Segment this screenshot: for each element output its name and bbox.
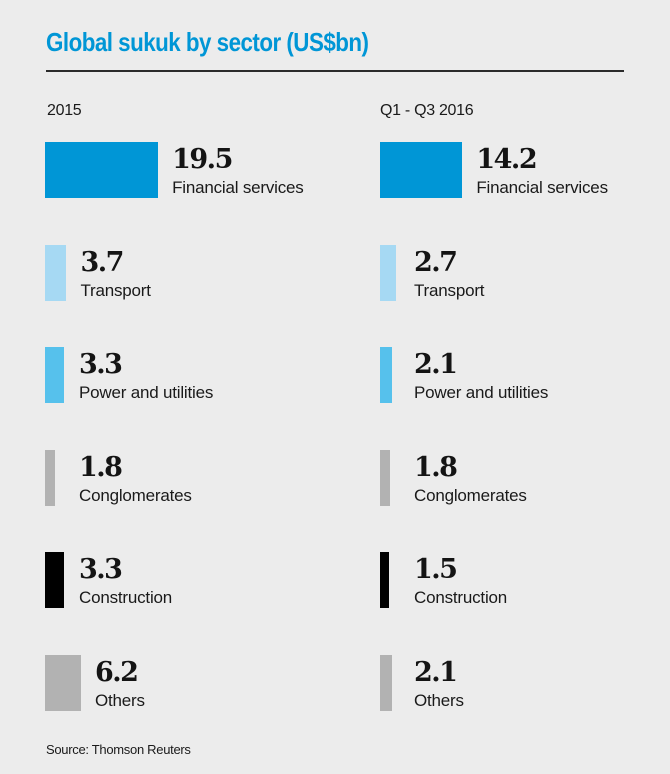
bar-power-and-utilities	[45, 347, 65, 404]
bar-others	[380, 655, 393, 711]
value-label: 3.7	[80, 246, 124, 278]
value-label: 2.7	[414, 246, 458, 278]
bar-construction	[380, 552, 389, 609]
category-label: Construction	[79, 588, 173, 608]
bar-financial-services	[380, 142, 463, 198]
source-note: Source: Thomson Reuters	[46, 742, 191, 757]
category-label: Conglomerates	[414, 485, 527, 505]
bar-transport	[380, 244, 396, 301]
bar-conglomerates	[45, 449, 56, 506]
period-label-2015: 2015	[47, 102, 82, 119]
value-label: 6.2	[94, 657, 139, 688]
category-label: Financial services	[476, 178, 608, 197]
value-label: 19.5	[172, 144, 233, 175]
bar-transport	[45, 244, 67, 301]
value-label: 3.3	[79, 349, 123, 381]
bar-others	[45, 655, 81, 711]
bar-construction	[45, 552, 65, 609]
value-label: 2.1	[414, 349, 458, 381]
category-label: Construction	[414, 588, 508, 608]
category-label: Power and utilities	[414, 383, 549, 403]
bar-financial-services	[45, 142, 159, 198]
title-divider	[46, 70, 624, 72]
category-label: Transport	[80, 280, 151, 300]
bar-power-and-utilities	[380, 347, 393, 404]
value-label: 1.8	[79, 451, 123, 483]
period-label-2016: Q1 - Q3 2016	[380, 102, 474, 119]
category-label: Power and utilities	[79, 383, 214, 403]
category-label: Others	[94, 691, 145, 710]
category-label: Financial services	[172, 178, 304, 197]
bar-conglomerates	[380, 449, 391, 506]
value-label: 14.2	[476, 144, 537, 175]
chart-title: Global sukuk by sector (US$bn)	[46, 27, 369, 57]
value-label: 1.8	[414, 451, 458, 483]
value-label: 1.5	[414, 554, 458, 586]
value-label: 3.3	[79, 554, 123, 586]
category-label: Conglomerates	[79, 485, 192, 505]
value-label: 2.1	[414, 657, 458, 688]
category-label: Others	[414, 691, 464, 710]
category-label: Transport	[414, 280, 485, 300]
